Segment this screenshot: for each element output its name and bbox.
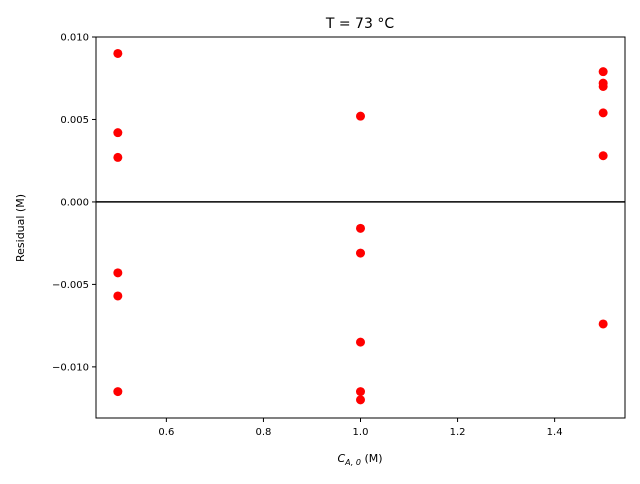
data-point [356, 248, 365, 258]
x-axis-label-subscript: A, 0 [344, 458, 361, 467]
y-tick-label: 0.010 [60, 33, 89, 44]
x-tick-label: 0.6 [158, 427, 174, 438]
data-point [113, 387, 123, 397]
y-axis-ticks: 0.010 0.005 0.000 −0.005 −0.010 [52, 33, 96, 373]
chart-title: T = 73 °C [325, 16, 394, 32]
data-point [356, 223, 365, 233]
x-tick-label: 1.2 [450, 427, 466, 438]
y-tick-label: −0.005 [52, 280, 89, 291]
data-points [113, 48, 608, 405]
data-point [113, 268, 123, 278]
data-point [113, 128, 123, 138]
data-point [113, 152, 123, 162]
data-point [356, 337, 365, 347]
y-tick-label: 0.005 [60, 115, 89, 126]
data-point [113, 291, 123, 301]
data-point [356, 395, 365, 405]
data-point [598, 67, 608, 77]
data-point [356, 111, 365, 121]
x-axis-ticks: 0.6 0.8 1.0 1.2 1.4 [158, 418, 563, 438]
x-tick-label: 0.8 [255, 427, 271, 438]
y-tick-label: −0.010 [52, 362, 89, 373]
data-point [598, 319, 608, 329]
data-point [598, 151, 608, 161]
plot-area [95, 36, 626, 419]
y-axis-label: Residual (M) [14, 194, 27, 262]
x-tick-label: 1.0 [353, 427, 369, 438]
x-axis-label-main: C [337, 452, 345, 465]
x-axis-label-unit: (M) [361, 452, 383, 465]
x-tick-label: 1.4 [547, 427, 563, 438]
y-tick-label: 0.000 [60, 197, 89, 208]
x-axis-label: CA, 0 (M) [337, 452, 382, 467]
data-point [356, 387, 365, 397]
data-point [113, 48, 123, 58]
data-point [598, 81, 608, 91]
data-point [598, 108, 608, 118]
